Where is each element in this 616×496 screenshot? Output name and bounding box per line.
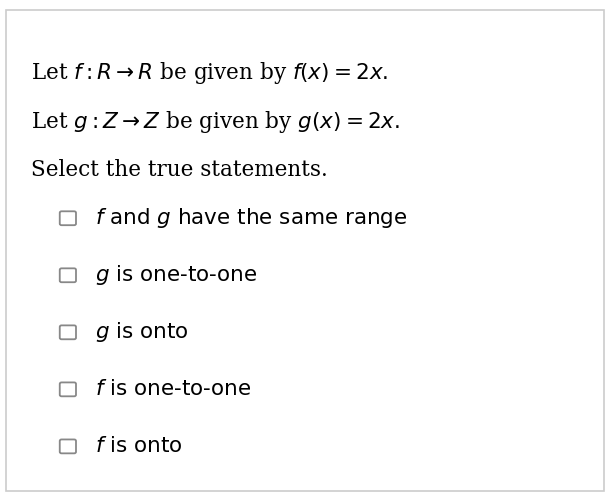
FancyBboxPatch shape: [60, 211, 76, 225]
Text: $g$ is one-to-one: $g$ is one-to-one: [95, 263, 258, 287]
Text: $g$ is onto: $g$ is onto: [95, 320, 189, 344]
Text: Let $f: R \rightarrow R$ be given by $f(x) = 2x.$: Let $f: R \rightarrow R$ be given by $f(…: [31, 60, 388, 85]
Text: Let $g: Z \rightarrow Z$ be given by $g(x) = 2x.$: Let $g: Z \rightarrow Z$ be given by $g(…: [31, 109, 400, 135]
Text: $f$ and $g$ have the same range: $f$ and $g$ have the same range: [95, 206, 408, 230]
FancyBboxPatch shape: [60, 268, 76, 282]
FancyBboxPatch shape: [60, 439, 76, 453]
Text: $f$ is one-to-one: $f$ is one-to-one: [95, 379, 252, 399]
FancyBboxPatch shape: [60, 382, 76, 396]
Text: $f$ is onto: $f$ is onto: [95, 436, 183, 456]
FancyBboxPatch shape: [6, 10, 604, 491]
Text: Select the true statements.: Select the true statements.: [31, 159, 328, 181]
FancyBboxPatch shape: [60, 325, 76, 339]
